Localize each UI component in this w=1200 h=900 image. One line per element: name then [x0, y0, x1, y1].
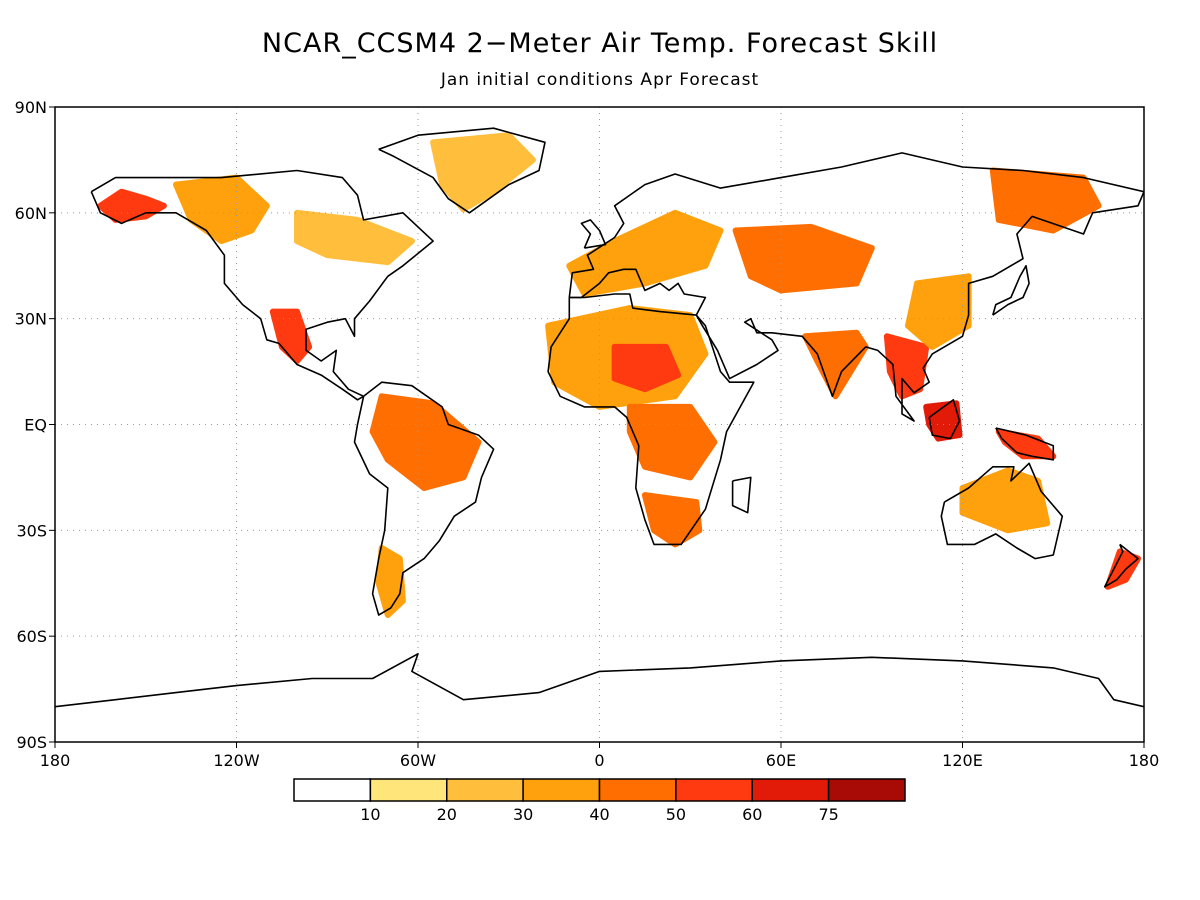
lon-tick-label: 60W	[400, 751, 436, 770]
skill-region-india	[802, 329, 869, 400]
colorbar-swatch	[598, 778, 677, 802]
skill-region-central-asia	[732, 223, 875, 294]
skill-region-canada-west	[173, 174, 270, 245]
lon-tick-label: 120E	[942, 751, 983, 770]
lon-tick-label: 180	[1129, 751, 1160, 770]
coastline-japan	[992, 264, 1030, 316]
coastline-new-zealand	[1103, 543, 1139, 588]
coastline-eurasia-africa	[547, 293, 755, 546]
colorbar-swatch	[293, 778, 372, 802]
colorbar-swatch	[446, 778, 524, 802]
skill-region-greenland	[430, 132, 536, 213]
lon-tick-label: 0	[594, 751, 604, 770]
latitude-labels: 90N 60N 30N EQ 30S 60S 90S	[15, 98, 55, 752]
skill-region-europe	[566, 209, 724, 297]
lat-tick-label: 60S	[16, 627, 47, 646]
coastline-borneo	[928, 398, 961, 440]
coastline-british-isles	[580, 219, 607, 249]
lon-tick-label: 60E	[766, 751, 796, 770]
lat-tick-label: 90N	[15, 98, 47, 117]
skill-region-new-zealand	[1104, 548, 1141, 590]
colorbar-swatch	[369, 778, 448, 802]
chart-subtitle: Jan initial conditions Apr Forecast	[440, 70, 760, 90]
skill-region-south-africa	[641, 492, 703, 548]
colorbar-swatch	[522, 778, 601, 802]
coastline-eurasia	[568, 152, 1144, 422]
lon-tick-label: 180	[40, 751, 71, 770]
colorbar-label: 40	[589, 805, 609, 824]
lat-tick-label: 30N	[15, 310, 47, 329]
skill-shading	[97, 132, 1141, 618]
coastline-north-america	[90, 169, 434, 401]
longitude-labels: 180 120W 60W 0 60E 120E 180	[40, 742, 1160, 770]
colorbar-label: 75	[818, 805, 838, 824]
lon-tick-label: 120W	[213, 751, 260, 770]
skill-region-mexico	[269, 308, 313, 364]
skill-region-amazon	[369, 393, 482, 491]
colorbar-label: 30	[513, 805, 533, 824]
colorbar: 10 20 30 40 50 60 75	[293, 778, 906, 824]
coastline-new-guinea	[995, 427, 1055, 461]
colorbar-label: 20	[437, 805, 457, 824]
chart-title: NCAR_CCSM4 2−Meter Air Temp. Forecast Sk…	[261, 28, 939, 59]
lat-tick-label: EQ	[24, 416, 47, 435]
coastline-madagascar	[731, 476, 752, 514]
skill-region-borneo	[923, 400, 963, 442]
skill-region-sahel-core	[611, 343, 682, 393]
colorbar-label: 10	[360, 805, 380, 824]
skill-region-patagonia	[375, 545, 406, 618]
coastline-south-america	[353, 381, 495, 616]
coastline-australia	[940, 462, 1064, 560]
colorbar-label: 50	[666, 805, 686, 824]
coastline-antarctica	[55, 652, 1144, 708]
colorbar-swatch	[675, 778, 753, 802]
skill-region-southeast-asia	[883, 333, 930, 400]
skill-region-australia-north	[959, 467, 1051, 534]
colorbar-swatch	[827, 778, 906, 802]
skill-region-alaska	[97, 188, 167, 223]
lat-tick-label: 90S	[16, 733, 47, 752]
lat-tick-label: 30S	[16, 521, 47, 540]
colorbar-label: 60	[742, 805, 762, 824]
colorbar-swatch	[751, 778, 830, 802]
lat-tick-label: 60N	[15, 204, 47, 223]
skill-region-central-africa	[626, 403, 718, 481]
coastlines	[55, 127, 1144, 708]
skill-region-canada-east	[294, 209, 415, 266]
coastline-greenland	[378, 127, 546, 214]
skill-region-china-east	[905, 273, 972, 350]
